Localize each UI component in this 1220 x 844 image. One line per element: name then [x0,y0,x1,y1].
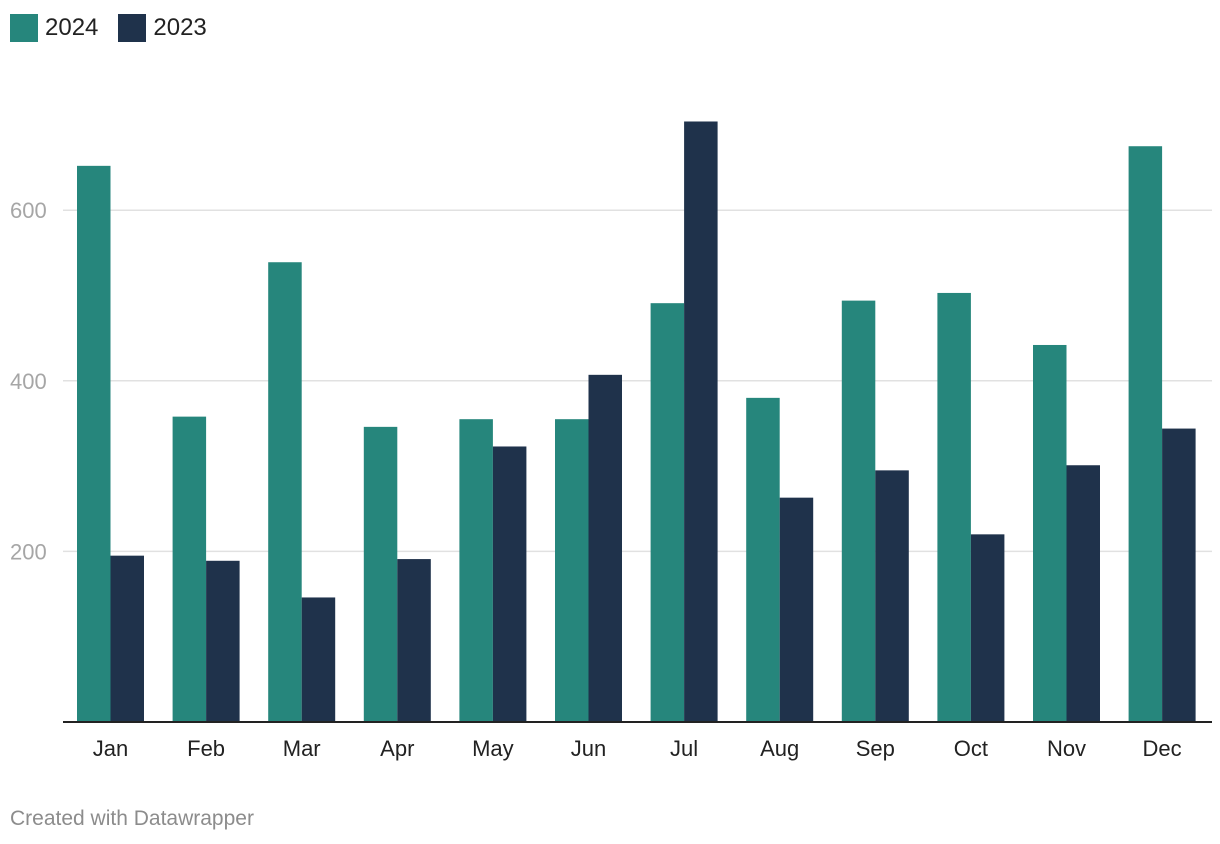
y-tick-label: 400 [10,369,47,394]
bar-2023-mar[interactable] [301,597,336,722]
bar-2024-jun[interactable] [555,419,589,722]
bar-2023-nov[interactable] [1066,465,1101,722]
x-tick-label: Feb [187,736,225,761]
x-tick-label: Sep [856,736,895,761]
bar-2023-jun[interactable] [588,374,623,722]
bar-2023-feb[interactable] [206,560,240,722]
legend-label: 2024 [45,14,99,41]
bar-2023-jul[interactable] [684,121,718,723]
x-tick-label: May [472,736,514,761]
bar-2024-mar[interactable] [268,262,302,722]
bar-2024-feb[interactable] [172,416,207,722]
bar-2023-apr[interactable] [397,559,431,722]
bar-2024-sep[interactable] [841,300,876,722]
legend-item-2024: 2024 [10,14,98,42]
x-tick-label: Jun [571,736,606,761]
legend-swatch [10,14,38,42]
x-tick-label: Nov [1047,736,1086,761]
credit-text: Created with Datawrapper [10,807,254,830]
bar-2023-oct[interactable] [970,534,1005,722]
bar-2023-dec[interactable] [1162,428,1196,722]
x-tick-label: Jul [670,736,698,761]
x-tick-label: Dec [1143,736,1182,761]
bar-2024-apr[interactable] [363,426,398,722]
bar-2024-dec[interactable] [1128,146,1163,723]
y-tick-label: 200 [10,539,47,564]
x-tick-label: Mar [283,736,321,761]
bar-2024-may[interactable] [459,419,493,722]
x-tick-label: Aug [760,736,799,761]
x-tick-label: Oct [954,736,988,761]
bar-2024-jan[interactable] [77,165,111,722]
bar-2024-aug[interactable] [746,397,780,722]
bar-2023-jan[interactable] [110,555,145,722]
x-tick-label: Apr [380,736,414,761]
y-tick-label: 600 [10,198,47,223]
bar-2024-nov[interactable] [1033,344,1067,722]
bar-2023-may[interactable] [492,446,527,722]
x-tick-label: Jan [93,736,128,761]
bar-2023-aug[interactable] [779,497,814,722]
bar-2023-sep[interactable] [875,470,909,722]
legend-swatch [118,14,147,42]
chart-legend: 2024 2023 [10,13,227,43]
legend-item-2023: 2023 [118,14,207,42]
legend-label: 2023 [153,14,207,41]
bar-2024-jul[interactable] [650,303,685,722]
bar-2024-oct[interactable] [937,292,971,722]
